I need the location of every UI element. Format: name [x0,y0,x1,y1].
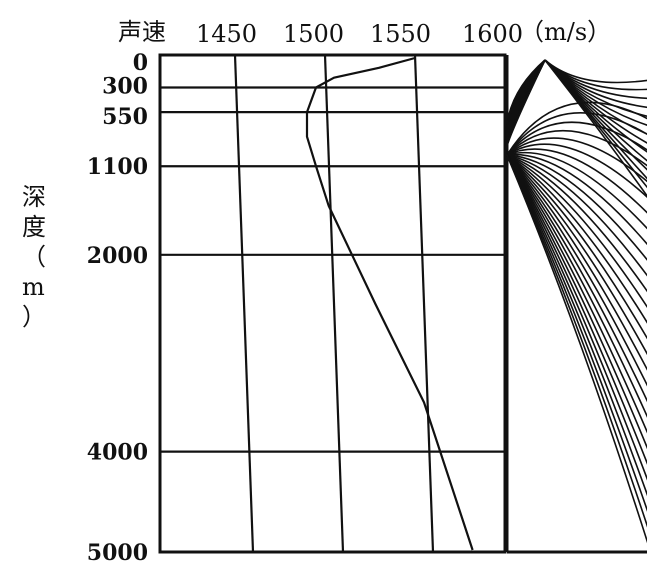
x-tick-labels: 1450 1500 1550 1600 [196,20,523,48]
ray-path [504,59,647,497]
y-axis-label: 深度（ m） [22,183,46,331]
ray-path [504,59,647,544]
x-tick-label: 1550 [370,20,431,48]
x-tick-label: 1600 [462,20,523,48]
x-axis-label: 声速 [118,18,166,46]
ray-path [504,59,647,418]
y-tick-label: 1100 [87,154,148,180]
y-tick-label: 2000 [87,243,148,269]
y-tick-label: 0 [133,50,148,76]
ray-path [544,59,647,198]
x-tick-label: 1450 [196,20,257,48]
y-tick-label: 550 [102,104,148,130]
grid-vline [413,54,435,553]
ray-path [504,59,647,450]
x-tick-label: 1500 [283,20,344,48]
grid-vline [323,54,345,553]
y-axis-label-text: 深度（ m） [22,183,46,331]
ray-paths [504,59,647,544]
x-axis-unit: （m/s） [520,18,611,46]
ray-panel [504,55,647,554]
y-tick-label: 4000 [87,440,148,466]
y-tick-label: 300 [102,74,148,100]
sound-speed-curve [305,56,474,551]
y-tick-label: 5000 [87,540,148,566]
grid-vline [233,54,255,553]
left-plot-frame [158,53,507,554]
grid-lines [160,54,505,553]
ray-path [504,59,647,356]
